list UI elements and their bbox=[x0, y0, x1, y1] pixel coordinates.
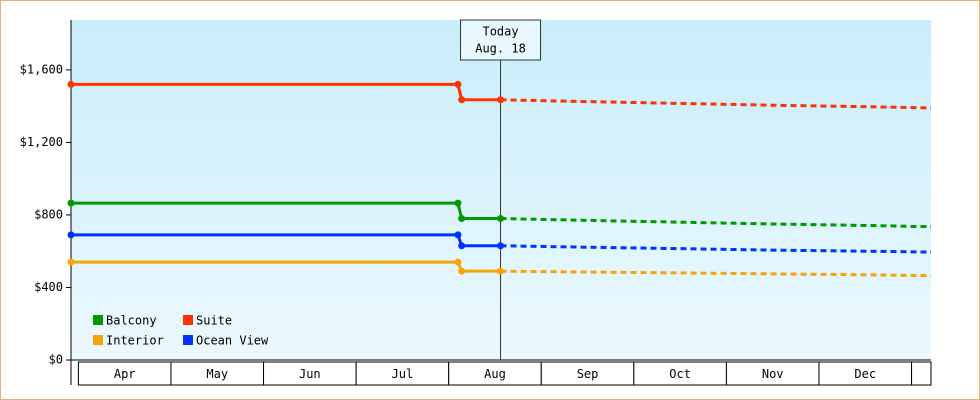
point bbox=[454, 231, 462, 239]
point bbox=[67, 199, 75, 207]
point bbox=[454, 80, 462, 88]
forecast-line bbox=[500, 217, 932, 229]
point bbox=[67, 231, 75, 239]
y-tick-label: $1,200 bbox=[20, 135, 63, 149]
point bbox=[497, 267, 505, 275]
y-tick-label: $0 bbox=[49, 353, 63, 367]
y-tick-label: $400 bbox=[34, 280, 63, 294]
point bbox=[497, 96, 505, 104]
forecast-line bbox=[500, 269, 932, 278]
point bbox=[458, 267, 466, 275]
y-tick-label: $800 bbox=[34, 207, 63, 221]
x-tick-label: Jun bbox=[299, 367, 321, 381]
today-box bbox=[460, 19, 542, 61]
point bbox=[67, 80, 75, 88]
point bbox=[454, 199, 462, 207]
legend-label: Balcony bbox=[106, 314, 157, 328]
point bbox=[67, 258, 75, 266]
point bbox=[458, 215, 466, 223]
annotation: Aug. 18 bbox=[475, 42, 526, 56]
forecast-line bbox=[500, 98, 932, 110]
price-line bbox=[71, 201, 501, 221]
legend-swatch bbox=[183, 335, 193, 345]
x-tick-label: Dec bbox=[854, 367, 876, 381]
legend-swatch bbox=[183, 315, 193, 325]
point bbox=[497, 242, 505, 250]
forecast-line bbox=[500, 244, 932, 254]
x-tick-label: Aug bbox=[484, 367, 506, 381]
legend-swatch bbox=[93, 335, 103, 345]
x-tick-label: Jul bbox=[392, 367, 414, 381]
legend-label: Interior bbox=[106, 334, 164, 348]
x-tick-label: May bbox=[206, 367, 228, 381]
month-box bbox=[911, 361, 932, 386]
price-line bbox=[71, 233, 501, 248]
annotation: Today bbox=[482, 25, 518, 39]
price-line bbox=[71, 260, 501, 273]
legend-swatch bbox=[93, 315, 103, 325]
point bbox=[454, 258, 462, 266]
y-tick-label: $1,600 bbox=[20, 62, 63, 76]
price-line bbox=[71, 82, 501, 102]
point bbox=[458, 96, 466, 104]
point bbox=[497, 215, 505, 223]
legend-label: Suite bbox=[196, 314, 232, 328]
x-tick-label: Apr bbox=[114, 367, 136, 381]
legend-label: Ocean View bbox=[196, 334, 269, 348]
x-tick-label: Sep bbox=[577, 367, 599, 381]
x-tick-label: Oct bbox=[669, 367, 691, 381]
x-tick-label: Nov bbox=[762, 367, 784, 381]
point bbox=[458, 242, 466, 250]
